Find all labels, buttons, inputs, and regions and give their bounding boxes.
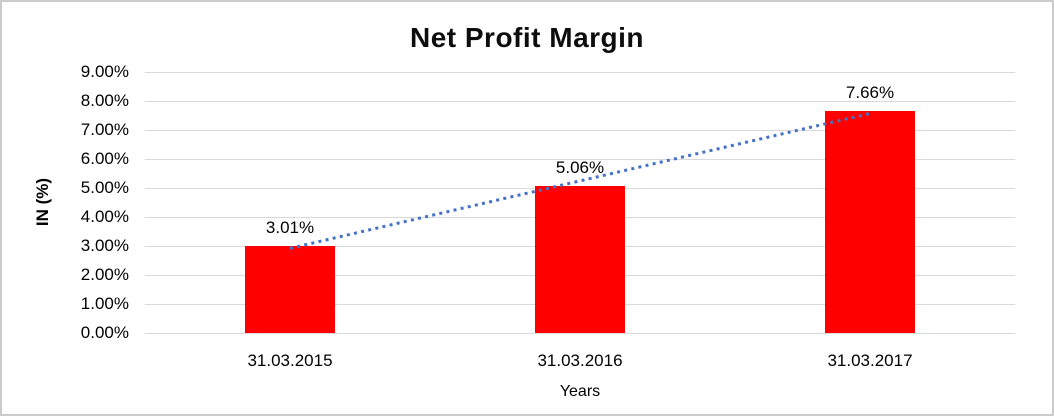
data-label: 5.06% xyxy=(555,158,605,178)
x-axis-tick-label: 31.03.2017 xyxy=(827,351,913,370)
bar-31.03.2015 xyxy=(245,245,335,333)
x-axis-tick-label: 31.03.2015 xyxy=(247,351,333,370)
bar-31.03.2017 xyxy=(825,110,915,333)
x-axis-title: Years xyxy=(559,383,601,400)
y-axis-tick-label: 1.00% xyxy=(80,294,129,313)
gridline xyxy=(145,101,1015,102)
y-axis-tick-label: 8.00% xyxy=(80,91,129,110)
y-axis-tick-label: 5.00% xyxy=(80,178,129,197)
plot-area xyxy=(145,72,1015,334)
chart-title: Net Profit Margin xyxy=(409,22,645,53)
gridline xyxy=(145,333,1015,334)
gridline xyxy=(145,130,1015,131)
y-axis-tick-label: 6.00% xyxy=(80,149,129,168)
bar-31.03.2016 xyxy=(535,186,625,333)
data-label: 7.66% xyxy=(845,82,895,102)
x-axis-tick-label: 31.03.2016 xyxy=(537,351,623,370)
y-axis-tick-label: 0.00% xyxy=(80,323,129,342)
y-axis-tick-label: 2.00% xyxy=(80,265,129,284)
gridline xyxy=(145,159,1015,160)
y-axis-tick-label: 4.00% xyxy=(80,207,129,226)
trendline xyxy=(289,112,871,250)
y-axis-tick-label: 7.00% xyxy=(80,120,129,139)
data-label: 3.01% xyxy=(265,217,315,237)
y-axis-tick-label: 9.00% xyxy=(80,62,129,81)
gridline xyxy=(145,72,1015,73)
y-axis-tick-label: 3.00% xyxy=(80,236,129,255)
